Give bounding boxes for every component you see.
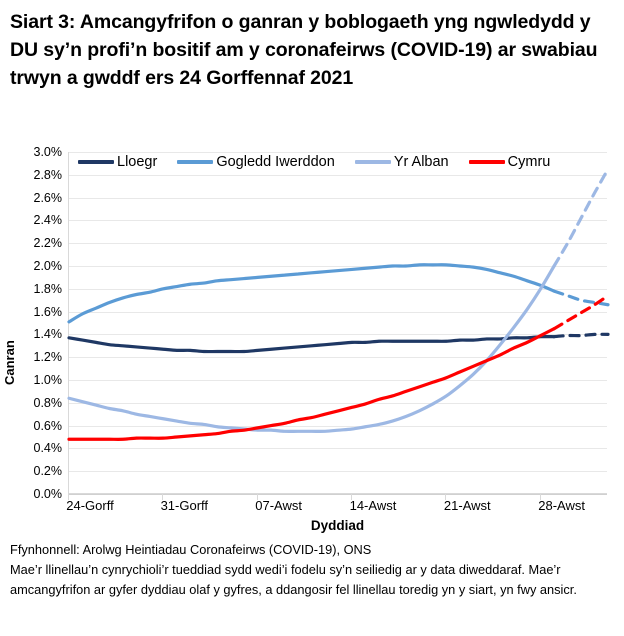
legend-line-icon bbox=[78, 160, 114, 164]
gridline bbox=[69, 197, 607, 199]
y-axis-tick-label: 0.2% bbox=[33, 464, 63, 479]
legend-item-gogledd-iwerddon[interactable]: Gogledd Iwerddon bbox=[177, 154, 335, 170]
y-axis-tick-label: 0.6% bbox=[33, 418, 63, 433]
gridline bbox=[69, 174, 607, 176]
y-axis-tick-label: 3.0% bbox=[33, 145, 63, 159]
series-layer bbox=[67, 167, 610, 441]
legend-item-yr-alban[interactable]: Yr Alban bbox=[354, 154, 449, 170]
y-axis-tick-label: 1.4% bbox=[33, 327, 63, 342]
series-line-gogledd-iwerddon bbox=[67, 263, 556, 324]
x-axis-tick-label: 14-Awst bbox=[349, 498, 397, 513]
legend-item-lloegr[interactable]: Lloegr bbox=[78, 154, 157, 170]
x-axis-tick-label: 28-Awst bbox=[538, 498, 585, 513]
chart-container: Canran Dyddiad Lloegr Gogledd Iwerddon Yr … bbox=[0, 140, 624, 535]
series-line-cymru bbox=[67, 327, 556, 441]
legend-line-icon bbox=[354, 160, 391, 164]
gridline bbox=[69, 471, 607, 473]
x-axis-tick-label: 21-Awst bbox=[443, 498, 491, 513]
y-axis-tick-label: 1.6% bbox=[33, 304, 63, 319]
x-axis-tick-mark bbox=[445, 494, 447, 500]
gridline bbox=[69, 311, 607, 313]
legend-item-cymru[interactable]: Cymru bbox=[468, 154, 551, 170]
y-axis-tick-label: 1.8% bbox=[33, 281, 63, 296]
page-title: Siart 3: Amcangyfrifon o ganran y boblog… bbox=[10, 11, 603, 89]
legend-label: Yr Alban bbox=[393, 154, 449, 170]
y-axis-tick-label: 0.8% bbox=[33, 395, 63, 410]
y-axis-tick-label: 2.8% bbox=[33, 167, 63, 182]
footnote: Ffynhonnell: Arolwg Heintiadau Coronafei… bbox=[10, 540, 618, 600]
gridline bbox=[69, 448, 607, 450]
plot-area bbox=[67, 152, 610, 495]
series-line-yr-alban bbox=[67, 264, 556, 433]
y-axis-tick-label: 1.2% bbox=[33, 350, 63, 365]
y-axis-tick-label: 2.4% bbox=[33, 213, 63, 228]
y-axis-tick-label: 0.0% bbox=[33, 487, 63, 501]
series-line-cymru-projected bbox=[552, 294, 610, 331]
gridline bbox=[69, 266, 607, 267]
x-axis-tick-label: 07-Awst bbox=[255, 498, 302, 513]
y-axis-tick-label: 2.2% bbox=[33, 236, 63, 251]
y-axis-tick-label: 0.4% bbox=[33, 441, 63, 456]
series-line-yr-alban-projected bbox=[552, 167, 610, 268]
gridline bbox=[69, 243, 607, 245]
gridline bbox=[69, 494, 607, 495]
series-line-lloegr bbox=[67, 334, 556, 354]
x-axis-tick-mark bbox=[350, 494, 352, 500]
y-axis-tick-label: 1.0% bbox=[33, 373, 63, 387]
x-axis-tick-mark bbox=[256, 494, 258, 500]
y-axis-tick-label: 2.6% bbox=[33, 190, 63, 205]
gridlines bbox=[69, 152, 607, 495]
gridline bbox=[69, 152, 607, 153]
x-axis-tick-mark bbox=[68, 494, 69, 500]
legend-label: Cymru bbox=[507, 154, 551, 170]
gridline bbox=[69, 334, 607, 336]
legend-label: Lloegr bbox=[117, 154, 158, 170]
legend-line-icon bbox=[468, 160, 505, 164]
legend: Lloegr Gogledd Iwerddon Yr Alban Cymru bbox=[78, 154, 550, 170]
footnote-source: Ffynhonnell: Arolwg Heintiadau Coronafei… bbox=[10, 542, 372, 557]
x-axis-tick-label: 24-Gorff bbox=[66, 498, 114, 513]
x-axis-tick-label: 31-Gorff bbox=[160, 498, 209, 513]
gridline bbox=[69, 425, 607, 427]
series-line-lloegr-projected bbox=[552, 332, 610, 339]
legend-line-icon bbox=[177, 160, 214, 164]
x-axis-title: Dyddiad bbox=[310, 518, 365, 533]
gridline bbox=[69, 357, 607, 359]
gridline bbox=[69, 380, 607, 381]
y-axis-tick-label: 2.0% bbox=[33, 259, 63, 273]
legend-label: Gogledd Iwerddon bbox=[216, 154, 335, 170]
gridline bbox=[69, 402, 607, 404]
gridline bbox=[69, 220, 607, 222]
footnote-note: Mae’r llinellau’n cynrychioli’r tueddiad… bbox=[10, 562, 577, 597]
x-axis-tick-mark bbox=[162, 494, 164, 500]
gridline bbox=[69, 288, 607, 290]
y-axis-title: Canran bbox=[2, 340, 17, 385]
x-axis-tick-mark bbox=[539, 494, 541, 500]
